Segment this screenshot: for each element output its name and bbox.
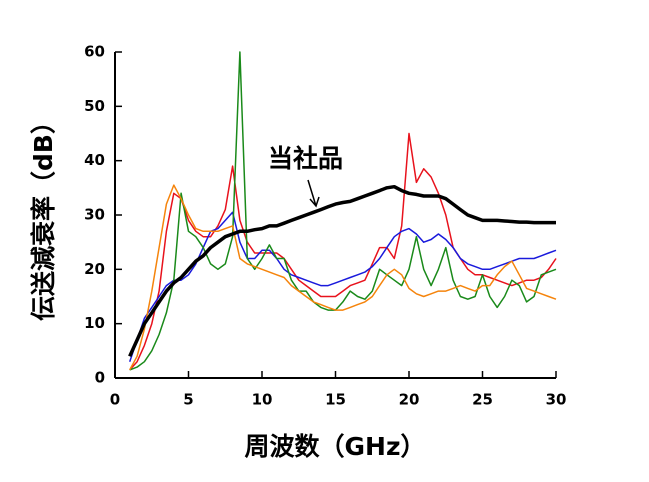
y-axis-label: 伝送減衰率（dB） <box>29 109 58 321</box>
series-line <box>129 132 557 371</box>
y-tick-label: 40 <box>84 151 105 169</box>
x-tick-label: 30 <box>546 391 567 409</box>
y-tick-label: 0 <box>95 369 105 387</box>
x-tick-label: 15 <box>325 391 346 409</box>
series-line <box>129 184 557 371</box>
x-tick-label: 10 <box>252 391 273 409</box>
x-tick-label: 20 <box>399 391 420 409</box>
annotation: 当社品 <box>268 144 343 173</box>
series-line <box>128 184 556 358</box>
x-tick-label: 25 <box>472 391 493 409</box>
y-tick-label: 60 <box>84 43 105 61</box>
y-tick-label: 10 <box>84 314 105 332</box>
annotation-arrow <box>307 179 320 208</box>
series-line <box>128 211 557 362</box>
x-tick-label: 5 <box>183 391 193 409</box>
series-line <box>129 51 557 371</box>
y-tick-label: 20 <box>84 260 105 278</box>
y-tick-label: 50 <box>84 97 105 115</box>
x-tick-label: 0 <box>110 391 120 409</box>
y-tick-label: 30 <box>84 206 105 224</box>
x-axis-label: 周波数（GHz） <box>245 432 426 461</box>
